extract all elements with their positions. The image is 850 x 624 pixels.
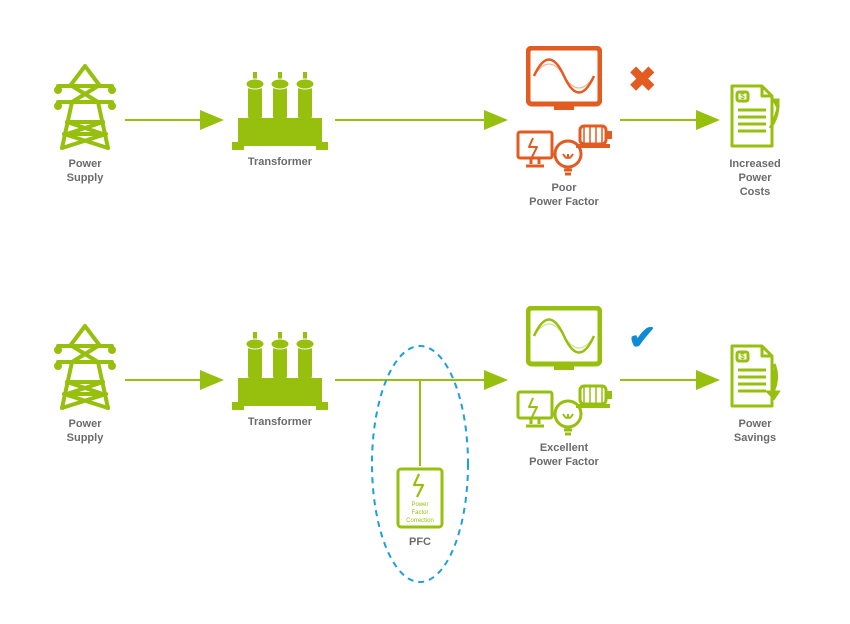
label-excellent-pf: Excellent Power Factor (504, 442, 624, 470)
node-power-supply-top: Power Supply (50, 62, 120, 186)
node-transformer-bottom: Transformer (232, 332, 328, 430)
node-power-supply-bottom: Power Supply (50, 322, 120, 446)
devices-cluster-icon (504, 118, 624, 176)
oscilloscope-icon (504, 46, 624, 112)
transformer-icon (232, 332, 328, 410)
node-load-cluster-top: Poor Power Factor (504, 46, 624, 210)
node-transformer-top: Transformer (232, 72, 328, 170)
oscilloscope-icon (504, 306, 624, 372)
transformer-icon (232, 72, 328, 150)
label-poor-pf: Poor Power Factor (504, 182, 624, 210)
label-power-savings: Power Savings (726, 418, 784, 446)
check-mark-icon: ✔ (628, 318, 657, 358)
diagram-stage: Power Supply Transformer (0, 0, 850, 624)
svg-text:Factor: Factor (411, 510, 428, 516)
label-power-supply-top: Power Supply (50, 158, 120, 186)
invoice-icon: $ (726, 342, 784, 412)
x-mark-icon: ✖ (628, 60, 657, 100)
svg-text:Power: Power (411, 502, 428, 508)
label-transformer-bottom: Transformer (232, 416, 328, 430)
power-tower-icon (50, 322, 120, 412)
svg-text:$: $ (740, 352, 745, 361)
svg-text:Correction: Correction (406, 518, 434, 524)
devices-cluster-icon (504, 378, 624, 436)
power-tower-icon (50, 62, 120, 152)
label-pfc: PFC (395, 536, 445, 550)
node-pfc: Power Factor Correction PFC (395, 466, 445, 550)
invoice-icon: $ (726, 82, 784, 152)
label-transformer-top: Transformer (232, 156, 328, 170)
node-invoice-bottom: $ Power Savings (726, 342, 784, 446)
label-increased-costs: Increased Power Costs (726, 158, 784, 199)
node-invoice-top: $ Increased Power Costs (726, 82, 784, 199)
pfc-box-icon: Power Factor Correction (395, 466, 445, 530)
node-load-cluster-bottom: Excellent Power Factor (504, 306, 624, 470)
svg-text:$: $ (740, 92, 745, 101)
label-power-supply-bottom: Power Supply (50, 418, 120, 446)
